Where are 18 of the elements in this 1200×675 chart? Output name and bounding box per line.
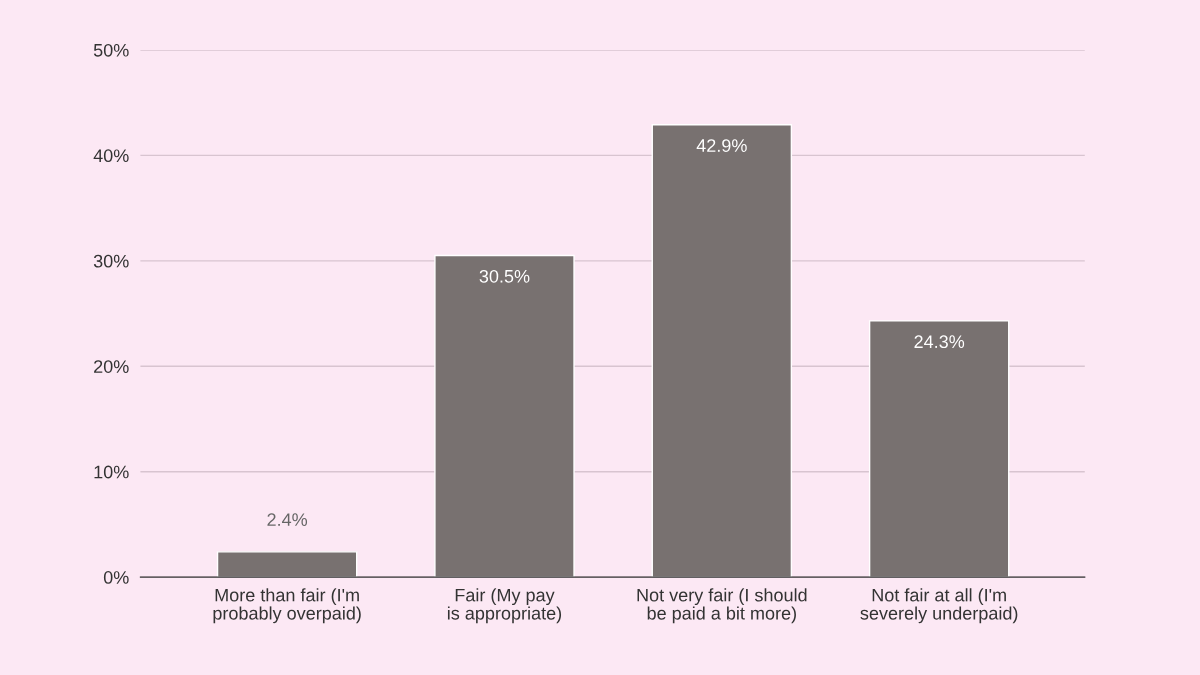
data-label: 42.9% <box>696 139 747 152</box>
data-label: 2.4% <box>267 513 308 526</box>
y-tick-label: 20% <box>94 360 129 373</box>
x-tick-label: More than fair (I'm probably overpaid) <box>213 588 361 624</box>
y-tick-label: 50% <box>93 43 129 57</box>
y-tick-label: 40% <box>93 149 129 163</box>
x-tick-label: Not very fair (I should be paid a bit more) <box>637 588 807 624</box>
bar <box>868 320 1010 578</box>
bar <box>434 254 575 578</box>
y-tick-label: 10% <box>94 465 129 479</box>
x-tick-label: Fair (My pay is appropriate) <box>447 588 562 624</box>
y-tick-label: 0% <box>103 571 129 584</box>
y-tick-label: 30% <box>93 254 129 268</box>
bar <box>651 124 793 578</box>
bar <box>216 551 358 578</box>
x-tick-label: Not fair at all (I'm severely underpaid) <box>860 588 1018 624</box>
data-label: 24.3% <box>914 335 965 349</box>
data-label: 30.5% <box>479 269 530 283</box>
